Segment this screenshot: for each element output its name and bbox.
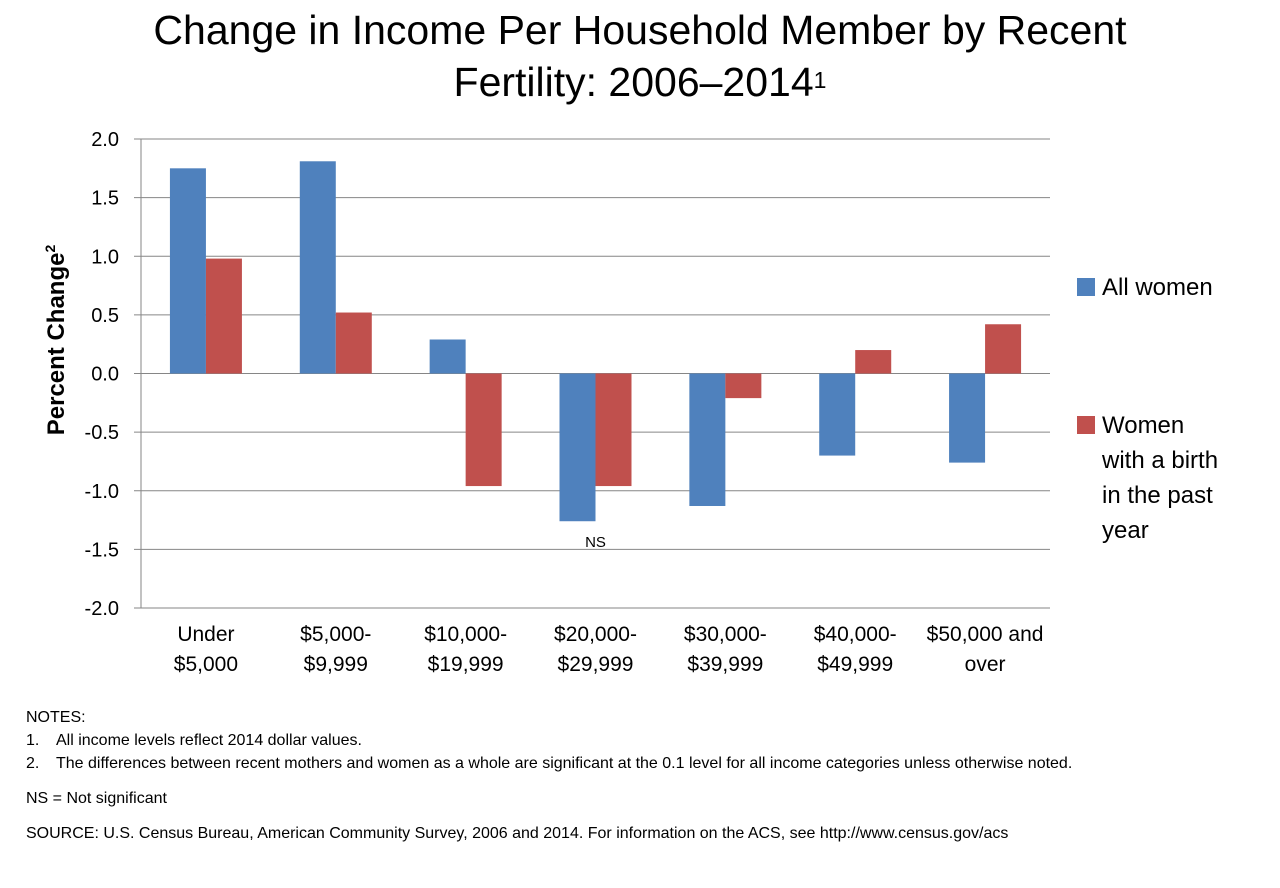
chart-notes: NOTES: 1. All income levels reflect 2014…	[26, 706, 1256, 845]
chart-title-line-2: Fertility: 2006–20141	[0, 56, 1280, 108]
note-number-2: 2.	[26, 755, 40, 772]
notes-spacer	[26, 810, 1256, 822]
ns-note: NS = Not significant	[26, 790, 167, 807]
chart-title-footnote-mark: 1	[813, 67, 827, 93]
y-tick-label: 1.0	[91, 246, 119, 268]
x-category-label: $49,999	[817, 653, 893, 676]
x-category-label: $39,999	[687, 653, 763, 676]
y-tick-label: 1.5	[91, 188, 119, 210]
x-category-label: $5,000	[174, 653, 238, 676]
y-tick-label: -0.5	[85, 422, 119, 444]
chart-title-line-1: Change in Income Per Household Member by…	[153, 7, 1127, 53]
legend-label: All women	[1102, 274, 1213, 301]
x-category-label: $5,000-	[300, 623, 371, 646]
bar-all-women-1	[299, 161, 336, 374]
y-tick-label: 2.0	[91, 129, 119, 151]
bar-women-with-birth-6	[985, 324, 1022, 374]
x-category-label: $10,000-	[424, 623, 507, 646]
legend-swatch-all-women	[1077, 278, 1095, 296]
legend-label: with a birth	[1101, 447, 1218, 474]
x-category-label: $9,999	[304, 653, 368, 676]
x-category-label: $50,000 and	[927, 623, 1044, 646]
x-category-label: $29,999	[558, 653, 634, 676]
bar-all-women-2	[429, 339, 466, 374]
y-tick-label: 0.0	[91, 364, 119, 386]
note-text-2: The differences between recent mothers a…	[56, 755, 1073, 772]
bar-women-with-birth-3	[595, 373, 632, 487]
bar-chart: 2.0 1.5 1.0 0.5 0.0 -0.5 -1.0 -1.5 -2.0 Percent C…	[42, 129, 1218, 676]
x-category-label: over	[965, 653, 1006, 676]
x-category-label: $20,000-	[554, 623, 637, 646]
ns-annotation: NS	[585, 534, 606, 551]
note-number-1: 1.	[26, 732, 40, 749]
bar-all-women-0	[169, 168, 206, 374]
notes-spacer	[26, 775, 1256, 787]
x-category-label: $40,000-	[814, 623, 897, 646]
y-tick-label: -1.0	[85, 481, 119, 503]
x-category-label: Under	[177, 623, 234, 646]
y-tick-label: -1.5	[85, 539, 119, 561]
legend-swatch-women-with-birth	[1077, 416, 1095, 434]
bar-women-with-birth-5	[855, 350, 892, 374]
x-category-label: $30,000-	[684, 623, 767, 646]
y-axis-label-footnote-mark: 2	[42, 245, 58, 253]
note-item-2: 2. The differences between recent mother…	[26, 752, 1256, 775]
legend-label: Women	[1102, 412, 1184, 439]
chart-title-line-2-text: Fertility: 2006–2014	[453, 59, 814, 105]
chart-title: Change in Income Per Household Member by…	[0, 4, 1280, 108]
note-item-1: 1. All income levels reflect 2014 dollar…	[26, 729, 1256, 752]
y-axis-label: Percent Change2	[42, 245, 70, 436]
bar-all-women-6	[949, 373, 986, 463]
source-note: SOURCE: U.S. Census Bureau, American Com…	[26, 825, 1009, 842]
x-category-label: $19,999	[428, 653, 504, 676]
bar-women-with-birth-0	[205, 258, 242, 374]
bar-women-with-birth-4	[725, 373, 762, 399]
y-axis-label-text: Percent Change	[43, 253, 70, 436]
bar-all-women-3	[559, 373, 596, 522]
bar-women-with-birth-1	[335, 312, 372, 374]
y-tick-label: -2.0	[85, 598, 119, 620]
legend-label: in the past	[1102, 482, 1213, 509]
notes-heading: NOTES:	[26, 709, 86, 726]
bar-all-women-4	[689, 373, 726, 506]
bar-all-women-5	[819, 373, 856, 456]
bar-women-with-birth-2	[465, 373, 502, 487]
legend-label: year	[1102, 517, 1149, 544]
note-text-1: All income levels reflect 2014 dollar va…	[56, 732, 362, 749]
y-tick-label: 0.5	[91, 305, 119, 327]
